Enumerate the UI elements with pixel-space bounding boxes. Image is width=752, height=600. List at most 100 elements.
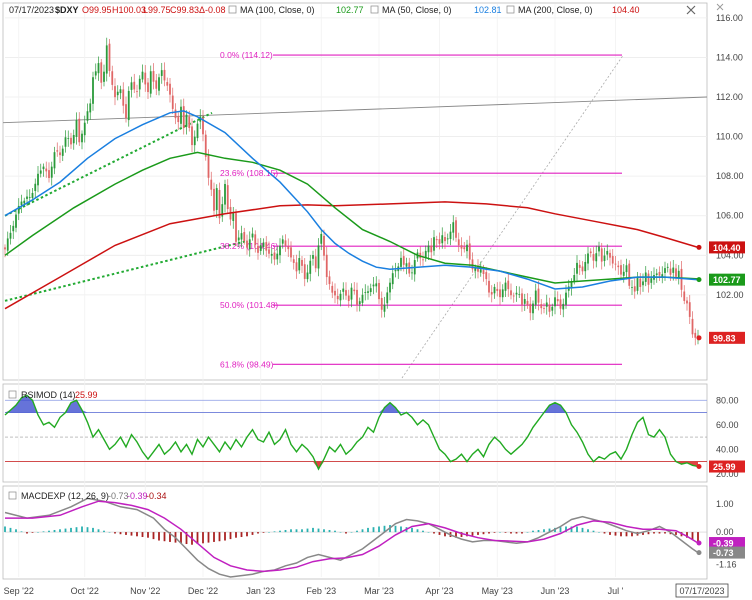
price-badges: 104.40 102.77 99.83 25.99 -0.39-0.73 [696,241,745,559]
trendlines [2,55,708,379]
candle-body [196,123,199,139]
macd-histogram-bar [81,526,83,533]
macd-histogram-bar [510,532,512,534]
candle-body [232,213,235,221]
macd-histogram-bar [361,529,364,533]
macd-histogram-bar [141,532,144,538]
ma50-legend-value: 102.81 [474,5,502,15]
candle-body [207,155,210,178]
price-tick-label: 108.00 [716,171,744,181]
candle-body [9,232,12,239]
ma50-line [4,151,699,284]
macd-histogram-bar [163,532,166,542]
rsi-badge-box [709,460,745,473]
macd-histogram-bar [257,532,259,534]
candle-body [391,273,394,285]
macd-histogram-bar [669,532,672,535]
macd-histogram-bar [235,532,237,538]
macd-histogram-bar [559,527,562,533]
candle-body [592,254,595,261]
macd-histogram-bar [169,532,171,542]
candle-body [6,238,9,251]
candle-body [353,289,356,292]
candle-body [622,271,625,276]
macd-line [4,497,699,578]
candle-body [180,106,182,124]
candle-body [17,205,20,214]
macd-histogram-bar [114,532,116,534]
macd-histogram-bar [86,527,89,533]
candle-body [584,261,587,272]
candle-body [50,166,53,178]
panel-expand-icon[interactable] [716,3,724,11]
candle-body [361,294,364,303]
price-tick-label: 104.00 [716,250,744,260]
price-panel[interactable] [2,2,708,381]
header-low: L99.75 [143,5,171,15]
candle-body [666,266,669,268]
macd-histogram-bar [372,527,375,533]
candle-body [364,292,367,293]
macd-histogram-bar [273,531,276,533]
candle-body [422,259,424,261]
candle-body [474,267,477,271]
macd-histogram-bar [196,532,199,545]
macd-histogram-bar [543,529,545,533]
candle-body [400,257,402,267]
macd-histogram-bar [246,532,248,537]
candle-body [609,252,611,258]
candle-body [331,285,334,293]
candle-body [306,272,309,280]
candle-body [496,288,499,291]
candle-body [61,148,64,156]
x-tick-label: Apr '23 [425,586,453,596]
candle-body [149,71,152,94]
rsi-title: RSIMOD (14) [21,390,76,400]
candle-body [661,274,664,278]
macd-histogram-bar [119,532,122,535]
candle-body [119,89,122,94]
price-tick-label: 116.00 [716,13,743,23]
candle-body [694,332,697,338]
rsi-overbought-fill [390,402,396,413]
ma200-visibility-checkbox[interactable] [506,5,515,14]
macd-histogram-bar [218,532,221,542]
x-tick-label: Jan '23 [246,586,275,596]
candle-body [345,290,347,296]
macd-signal-line [5,500,699,573]
macd-visibility-checkbox[interactable] [8,491,17,500]
macd-histogram-bar [422,530,424,533]
rsi-panel[interactable] [2,383,708,483]
support-trendline-lower [4,240,246,302]
macd-histogram-bar [587,529,589,533]
macd-histogram-bar [642,532,644,535]
macd-histogram-bar [537,529,540,533]
candle-body [144,72,147,85]
panel-close-icon[interactable] [686,5,696,15]
candle-body [138,78,141,90]
rsi-overbought-fill [21,395,27,413]
candle-body [614,263,617,265]
macd-histogram-bar [268,532,270,533]
candle-body [292,259,295,263]
fib-level-label: 50.0% (101.48) [220,300,278,310]
moving-averages [4,110,699,310]
macd-histogram-bar [548,528,551,533]
ma100-visibility-checkbox[interactable] [228,5,237,14]
candle-body [548,304,551,312]
candle-body [551,306,554,311]
candle-body [617,265,620,268]
candle-body [325,254,328,278]
macd-histogram-bar [378,526,380,533]
candle-body [625,265,628,273]
candle-body [81,133,83,143]
candle-body [526,300,529,306]
rsi-visibility-checkbox[interactable] [8,390,17,399]
macd-histogram-bar [97,529,100,533]
ma50-visibility-checkbox[interactable] [370,5,379,14]
candle-body [15,214,17,228]
candle-body [438,239,441,244]
candle-body [171,95,174,109]
candle-body [94,71,97,76]
